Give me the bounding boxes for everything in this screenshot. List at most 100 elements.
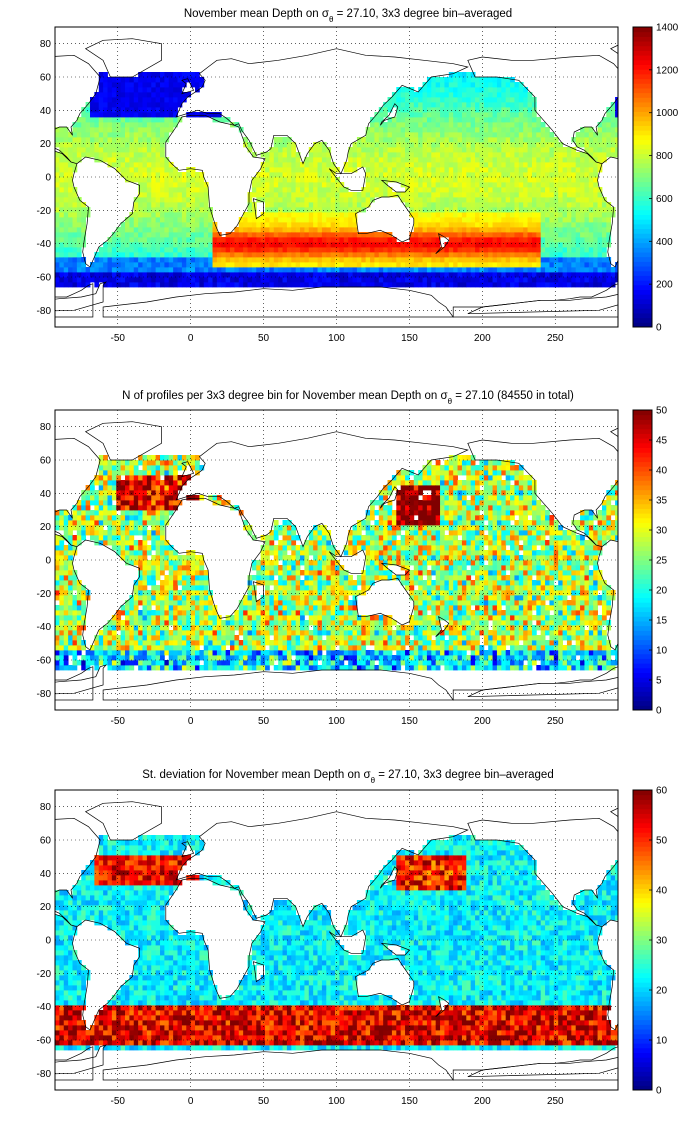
bin-cell <box>304 237 310 243</box>
bin-cell <box>413 97 419 103</box>
colorbar-segment <box>633 289 652 295</box>
bin-cell <box>173 660 178 666</box>
bin-cell <box>151 495 157 501</box>
bin-cell <box>575 212 581 218</box>
bin-cell <box>63 640 69 646</box>
bin-cell <box>168 645 174 651</box>
bin-cell <box>531 157 537 163</box>
bin-cell <box>321 172 327 178</box>
bin-cell <box>164 72 170 78</box>
bin-cell <box>571 232 577 238</box>
bin-cell <box>501 197 507 203</box>
bin-cell <box>571 222 577 228</box>
bin-cell <box>510 257 515 263</box>
bin-cell <box>81 267 87 273</box>
bin-cell <box>138 585 143 591</box>
bin-cell <box>356 282 362 288</box>
bin-cell <box>361 152 367 158</box>
bin-cell <box>265 267 270 273</box>
bin-cell <box>168 605 174 611</box>
bin-cell <box>492 142 498 148</box>
bin-cell <box>339 207 345 213</box>
bin-cell <box>348 157 353 163</box>
bin-cell <box>470 137 476 143</box>
bin-cell <box>208 277 213 283</box>
bin-cell <box>610 152 616 158</box>
bin-cell <box>173 500 178 506</box>
bin-cell <box>492 267 498 273</box>
bin-cell <box>422 237 428 243</box>
bin-cell <box>313 232 318 238</box>
bin-cell <box>440 127 445 133</box>
bin-cell <box>492 222 498 228</box>
bin-cell <box>523 157 528 163</box>
bin-cell <box>164 555 170 561</box>
bin-cell <box>146 470 152 476</box>
bin-cell <box>461 117 467 123</box>
bin-cell <box>348 192 353 198</box>
bin-cell <box>133 545 139 551</box>
bin-cell <box>195 242 200 248</box>
bin-cell <box>160 570 165 576</box>
x-tick-label: 0 <box>188 333 194 344</box>
bin-cell <box>501 217 507 223</box>
bin-cell <box>606 127 612 133</box>
bin-cell <box>256 172 262 178</box>
bin-cell <box>352 147 358 153</box>
bin-cell <box>107 122 113 128</box>
bin-cell <box>81 510 87 516</box>
bin-cell <box>352 202 358 208</box>
bin-cell <box>444 272 450 278</box>
bin-cell <box>475 122 480 128</box>
bin-cell <box>160 142 165 148</box>
bin-cell <box>440 172 445 178</box>
bin-cell <box>610 282 616 288</box>
bin-cell <box>260 267 266 273</box>
bin-cell <box>177 192 183 198</box>
bin-cell <box>518 232 524 238</box>
colorbar-segment <box>633 303 652 309</box>
bin-cell <box>483 272 489 278</box>
bin-cell <box>356 162 362 168</box>
bin-cell <box>540 197 546 203</box>
bin-cell <box>164 490 170 496</box>
bin-cell <box>63 530 69 536</box>
bin-cell <box>63 167 69 173</box>
bin-cell <box>138 475 143 481</box>
bin-cell <box>409 102 415 108</box>
bin-cell <box>173 665 178 671</box>
bin-cell <box>405 102 410 108</box>
bin-cell <box>265 157 270 163</box>
bin-cell <box>514 92 520 98</box>
bin-cell <box>138 182 143 188</box>
bin-cell <box>330 252 336 258</box>
bin-cell <box>168 495 174 501</box>
bin-cell <box>335 252 340 258</box>
coastline <box>72 156 140 268</box>
bin-cell <box>396 272 402 278</box>
bin-cell <box>146 192 152 198</box>
bin-cell <box>391 282 397 288</box>
bin-cell <box>483 122 489 128</box>
bin-cell <box>300 262 305 268</box>
bin-cell <box>527 167 533 173</box>
bin-cell <box>378 272 384 278</box>
bin-cell <box>111 272 117 278</box>
bin-cell <box>286 167 292 173</box>
bin-cell <box>383 192 388 198</box>
bin-cell <box>164 237 170 243</box>
bin-cell <box>308 167 314 173</box>
bin-cell <box>453 87 458 93</box>
bin-cell <box>461 92 467 98</box>
bin-cell <box>426 227 432 233</box>
colorbar-segment <box>633 312 652 319</box>
bin-cell <box>146 630 152 636</box>
bin-cell <box>151 147 157 153</box>
bin-cell <box>94 137 100 143</box>
bin-cell <box>273 212 279 218</box>
bin-cell <box>588 262 594 268</box>
bin-cell <box>457 102 463 108</box>
bin-cell <box>426 142 432 148</box>
colorbar-segment <box>633 31 652 37</box>
bin-cell <box>146 197 152 203</box>
